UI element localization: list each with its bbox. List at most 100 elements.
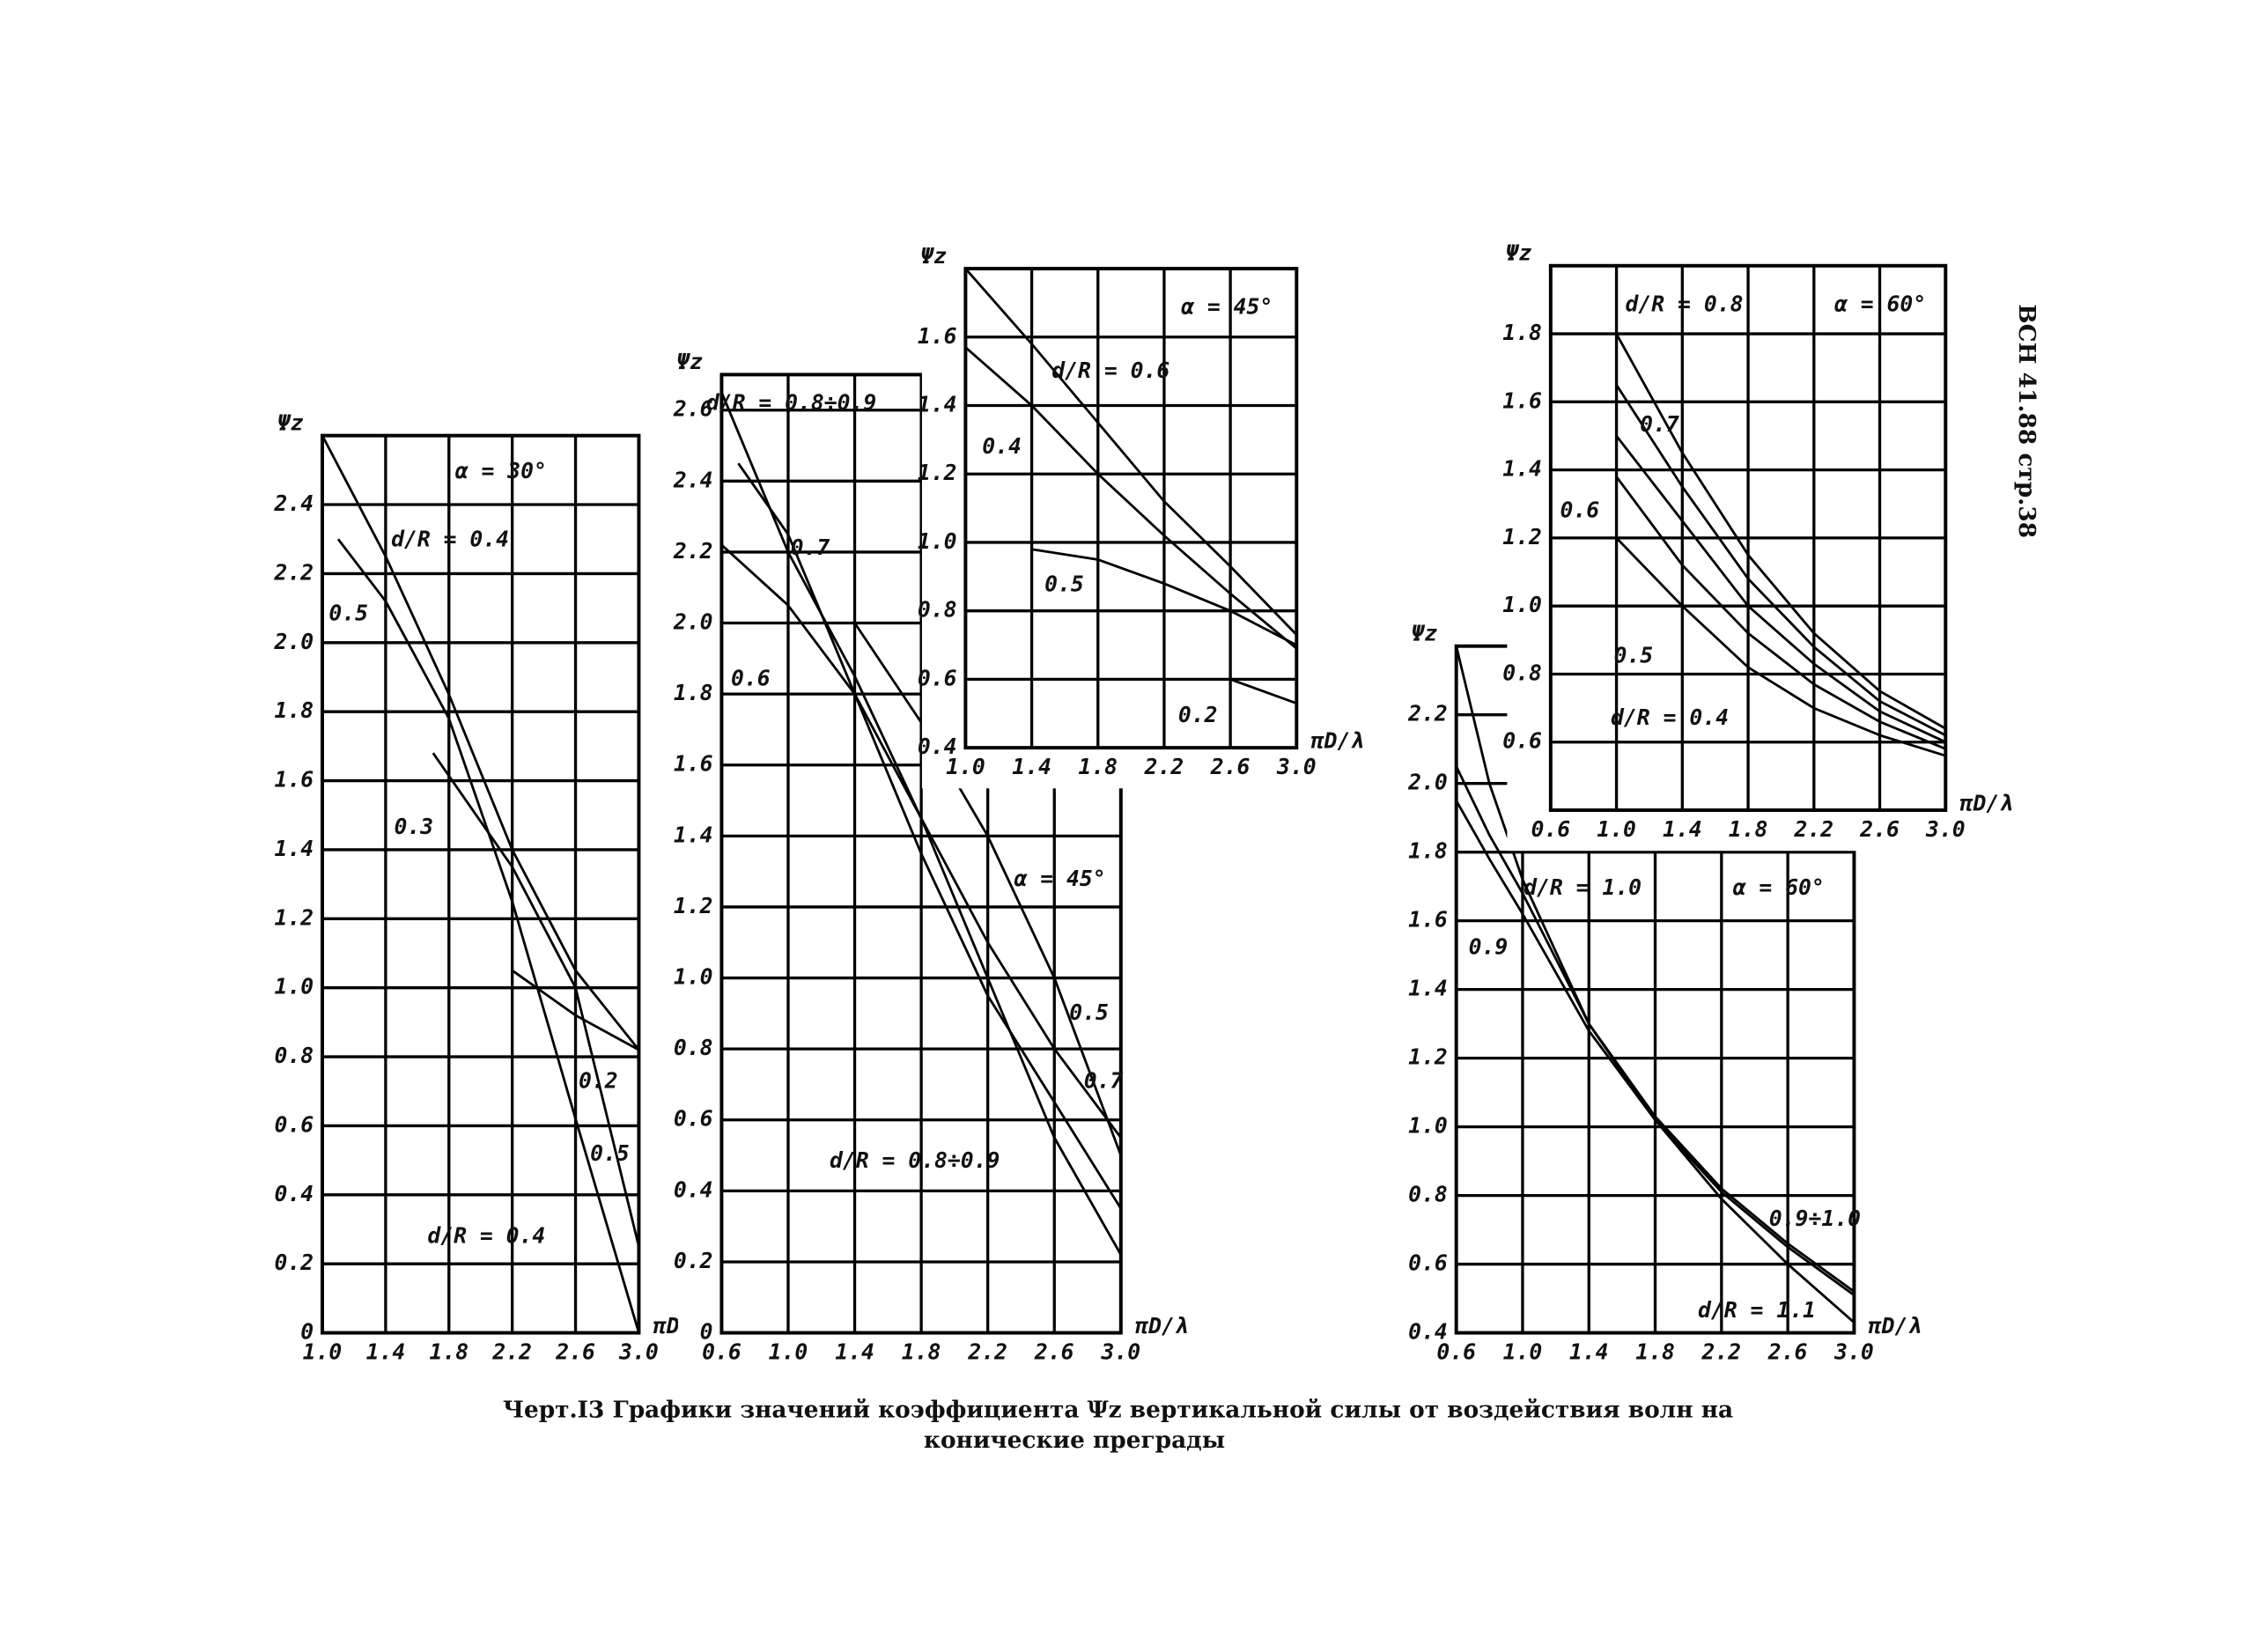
y-tick-label: 1.6 [1502,387,1542,413]
y-tick-label: 1.8 [274,697,314,723]
curve-label: 0.5 [1613,642,1653,667]
curve [1229,678,1297,705]
y-tick-label: 2.0 [273,629,314,654]
curve [432,752,640,1247]
x-tick-label: 3.0 [1100,1339,1140,1365]
y-tick-label: 0.8 [674,1035,713,1060]
curve-label: 0.3 [395,814,434,839]
y-tick-label: 1.4 [918,392,957,417]
y-tick-label: 2.6 [673,396,713,422]
y-tick-label: 0.2 [274,1250,314,1275]
y-tick-label: 1.0 [1502,592,1542,617]
x-tick-label: 0.6 [702,1339,741,1365]
y-tick-label: 0.6 [918,665,957,690]
curve [853,622,1123,1156]
y-tick-label: 0.6 [1408,1250,1448,1276]
y-axis-label: Ψz [277,409,304,435]
y-axis-label: Ψz [1506,240,1532,266]
x-tick-label: 1.8 [429,1339,468,1365]
x-tick-label: 2.6 [1767,1339,1808,1365]
curve-label: 0.6 [731,666,771,691]
curve-label: d/R = 0.4 [1611,704,1729,730]
y-tick-label: 0.8 [1502,660,1542,685]
curve-label: 0.9 [1469,934,1509,960]
curve [737,462,1122,1210]
x-tick-label: 1.8 [902,1339,941,1365]
curve-label: 0.7 [791,535,830,560]
x-tick-label: 1.4 [366,1339,406,1365]
y-tick-label: 2.2 [273,559,314,585]
curve-label: 0.7 [1640,411,1679,437]
curve [1455,645,1856,1324]
curve-label: d/R = 0.8÷0.9 [706,389,876,415]
y-axis-label: Ψz [676,349,703,374]
y-tick-label: 1.8 [674,680,713,705]
y-tick-label: 1.0 [1408,1113,1448,1139]
x-tick-label: 0.6 [1531,816,1571,842]
curve-label: 0.5 [1044,571,1084,596]
curve-label: 0.2 [1178,702,1218,727]
curve-label: 0.2 [579,1067,618,1093]
x-tick-label: 1.0 [1597,816,1636,842]
x-tick-label: 2.6 [1034,1339,1074,1365]
y-tick-label: 2.0 [673,609,713,635]
curve-label: 0.5 [590,1140,630,1166]
curve [964,346,1298,650]
y-tick-label: 0.4 [274,1181,314,1206]
x-tick-label: 1.0 [946,754,985,779]
curve-label: d/R = 0.6 [1051,358,1169,383]
curve-label: 0.5 [1069,999,1109,1025]
x-tick-label: 2.6 [1210,754,1251,779]
x-tick-label: 3.0 [618,1339,659,1365]
plot-bg [921,265,1300,789]
curve [964,268,1298,636]
x-tick-label: 1.0 [1503,1339,1543,1365]
x-tick-label: 1.4 [1569,1339,1609,1365]
y-tick-label: 0.2 [674,1248,713,1273]
curve-label: 0.4 [982,433,1022,459]
x-tick-label: 1.0 [303,1339,343,1365]
y-tick-label: 0.6 [274,1111,314,1137]
x-tick-label: 2.2 [1793,816,1833,842]
y-tick-label: 1.4 [1502,456,1542,482]
x-tick-label: 1.0 [769,1339,808,1365]
y-tick-label: 2.2 [673,538,713,564]
x-tick-label: 2.6 [1859,816,1900,842]
x-tick-label: 2.2 [1144,754,1184,779]
y-axis-label: Ψz [920,243,947,269]
curve [1615,435,1946,743]
y-tick-label: 1.8 [1408,838,1448,864]
curve [1615,333,1946,730]
y-tick-label: 1.6 [918,323,957,349]
y-tick-label: 0.4 [674,1176,713,1202]
alpha-label: α = 45° [1181,294,1273,320]
plot-frame [1548,263,1948,813]
x-tick-label: 1.4 [1663,816,1702,842]
curve [720,543,1122,1139]
y-axis-label: Ψz [1412,621,1438,646]
y-tick-label: 0.6 [1502,728,1542,754]
curve [336,538,640,1333]
curve-label: d/R = 0.8÷0.9 [830,1147,1000,1173]
y-tick-label: 1.6 [274,767,314,793]
y-tick-label: 1.2 [1408,1044,1448,1070]
curve-label: d/R = 0.8 [1626,291,1744,316]
x-tick-label: 1.8 [1729,816,1768,842]
x-tick-label: 3.0 [1925,816,1966,842]
plot-bg [1507,262,1949,852]
x-axis-label: πD/λ [1869,1313,1922,1339]
curve-label: 0.5 [328,600,368,625]
x-tick-label: 1.4 [1012,754,1051,779]
x-tick-label: 2.2 [1701,1339,1742,1365]
y-tick-label: 1.2 [1502,524,1542,549]
x-axis-label: πD/λ [1960,790,2013,815]
curve [1615,536,1946,757]
curve-label: d/R = 0.4 [391,526,509,551]
curve-label: d/R = 1.1 [1698,1297,1816,1323]
curve-label: 0.6 [1560,497,1599,522]
alpha-label: α = 45° [1014,866,1105,891]
y-tick-label: 1.4 [274,836,314,861]
y-tick-label: 0 [300,1319,314,1345]
